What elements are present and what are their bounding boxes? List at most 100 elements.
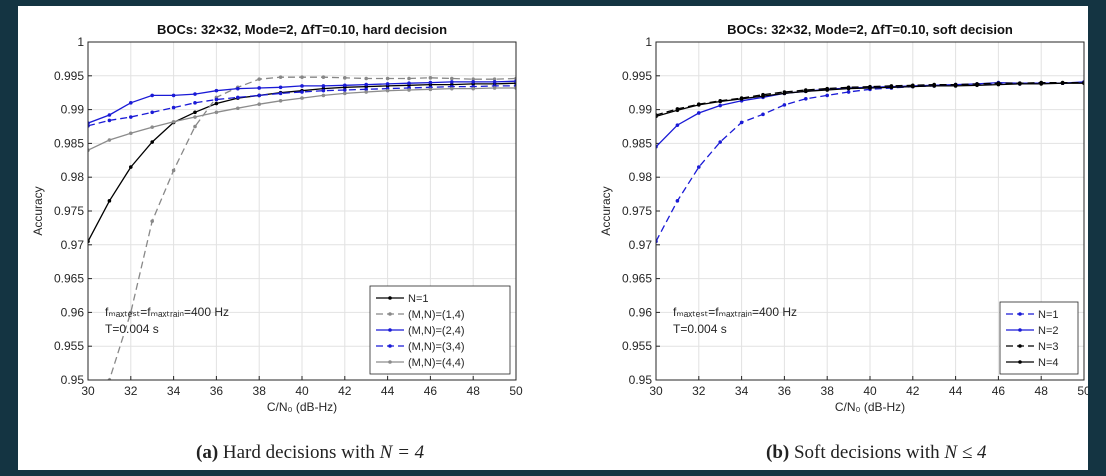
chart-a-series-point	[300, 84, 304, 88]
chart-a-series-point	[214, 88, 219, 93]
chart-a-annotation: T=0.004 s	[105, 322, 159, 336]
figure-canvas: 30 32 34 36 38 40 42 44 46 48 500.950.9550.960.965…	[31, 22, 1088, 450]
chart-b-series-point	[953, 84, 958, 88]
chart-b-series-point	[911, 84, 915, 89]
caption-a-label: (a)	[196, 442, 219, 463]
chart-a-xtick-label: 48	[467, 384, 481, 398]
chart-a-xtick-label: 46	[424, 384, 438, 398]
chart-a-series-point	[171, 168, 176, 173]
chart-b-xlabel: C/N₀ (dB-Hz)	[835, 400, 905, 414]
caption-a-text: Hard decisions with	[218, 442, 380, 463]
chart-b-legend-marker	[1018, 344, 1022, 348]
chart-a-series-point	[150, 219, 154, 223]
chart-a-ytick-label: 0.95	[61, 373, 85, 387]
chart-a-series-point	[193, 115, 197, 119]
chart-a-series-point	[107, 199, 112, 203]
chart-a-legend-marker	[388, 360, 392, 364]
chart-a-series-point	[407, 76, 411, 81]
chart-a-series-point	[150, 140, 154, 144]
caption-b: (b) Soft decisions with N ≤ 4	[766, 442, 987, 464]
chart-b-series-point	[718, 140, 722, 144]
chart-a-series-point	[385, 88, 390, 93]
chart-b-annotation: fₘₐₓₜₑₛₜ=fₘₐₓₜᵣₐᵢₙ=400 Hz	[673, 305, 797, 319]
chart-a-series-point	[364, 87, 369, 92]
chart-a-xtick-label: 36	[210, 384, 224, 398]
chart-b-series-point	[1039, 82, 1043, 86]
chart-b-xtick-label: 48	[1035, 384, 1049, 398]
caption-a: (a) Hard decisions with N = 4	[196, 442, 424, 464]
chart-a-series-point	[278, 91, 283, 96]
chart-a-series-point	[343, 83, 347, 88]
chart-a-ytick-label: 0.955	[54, 339, 84, 353]
chart-a-legend-entry: (M,N)=(3,4)	[408, 341, 465, 353]
chart-a-series-point	[321, 84, 326, 88]
chart-a-annotation: fₘₐₓₜₑₛₜ=fₘₐₓₜᵣₐᵢₙ=400 Hz	[105, 305, 229, 319]
chart-b-ytick-label: 0.985	[622, 136, 652, 150]
chart-a-series-point	[343, 88, 347, 92]
chart-b-series-point	[804, 89, 808, 94]
chart-b-series-point	[697, 111, 701, 115]
chart-a-series-point	[300, 90, 304, 94]
chart-a-xtick-label: 34	[167, 384, 181, 398]
chart-a-ytick-label: 1	[77, 35, 84, 49]
caption-b-math: N ≤ 4	[944, 442, 987, 463]
chart-a-series-point	[214, 101, 219, 106]
chart-a-series-point	[171, 119, 176, 124]
chart-b-xtick-label: 46	[992, 384, 1006, 398]
chart-a-ytick-label: 0.97	[61, 238, 85, 252]
caption-b-label: (b)	[766, 442, 790, 463]
chart-a: 30 32 34 36 38 40 42 44 46 48 50 0.95 0.955 0.96 0.965…	[31, 22, 523, 450]
chart-b-ytick-label: 0.975	[622, 204, 652, 218]
chart-b-legend: N=1 N=2 N=3 N=4	[999, 301, 1079, 375]
chart-b-series-point	[825, 88, 829, 92]
chart-b-series-point	[1060, 81, 1065, 86]
chart-a-ytick-label: 0.99	[61, 103, 85, 117]
chart-a-series-point	[193, 124, 197, 129]
chart-a-series-point	[343, 76, 347, 80]
chart-a-series-point	[450, 76, 454, 81]
chart-b-series-point	[675, 199, 680, 203]
chart-b-series-point	[804, 96, 808, 101]
chart-a-ylabel: Accuracy	[31, 186, 45, 235]
chart-b-xtick-label: 38	[821, 384, 835, 398]
chart-b-series-point	[846, 86, 851, 91]
chart-b-xtick-label: 40	[863, 384, 877, 398]
chart-a-series-point	[492, 80, 497, 84]
chart-a-ytick-label: 0.985	[54, 136, 84, 150]
chart-b-xtick-label: 36	[778, 384, 792, 398]
chart-b-series-point	[718, 103, 722, 108]
chart-a-series-point	[385, 82, 390, 86]
chart-a-ytick-label: 0.98	[61, 170, 85, 184]
chart-b-xtick-label: 30	[649, 384, 663, 398]
chart-b: 30 32 34 36 38 40 42 44 46 48 50 0.95 0.955 0.96 0.965…	[599, 22, 1088, 414]
chart-a-series-5	[88, 86, 516, 152]
chart-b-series-point	[846, 90, 851, 94]
chart-a-series-point	[129, 165, 133, 169]
chart-a-ytick-label: 0.96	[61, 305, 85, 319]
chart-a-legend: N=1 (M,N)=(1,4) (M,N)=(2,4) (M,N)=(3,4) (M,N…	[369, 285, 511, 375]
chart-a-title: BOCs: 32×32, Mode=2, ΔfT=0.10, hard deci…	[157, 22, 447, 37]
chart-a-series-point	[86, 446, 90, 450]
chart-a-xtick-label: 38	[253, 384, 267, 398]
chart-a-series-point	[257, 77, 261, 81]
chart-b-series-point	[868, 86, 872, 90]
chart-b-ytick-label: 0.95	[629, 373, 653, 387]
chart-b-ytick-label: 0.955	[622, 339, 652, 353]
chart-a-series-point	[107, 118, 112, 123]
chart-a-legend-marker	[388, 296, 392, 300]
chart-a-ytick-label: 0.975	[54, 204, 84, 218]
chart-b-series-point	[739, 120, 744, 125]
chart-a-series-2	[86, 75, 516, 450]
chart-b-series-point	[975, 83, 979, 88]
chart-a-series-point	[214, 110, 219, 115]
chart-a-series-point	[300, 96, 304, 100]
chart-b-ytick-label: 0.97	[629, 238, 653, 252]
chart-a-series-point	[129, 310, 133, 315]
chart-a-xtick-label: 44	[381, 384, 395, 398]
chart-a-series-point	[278, 85, 283, 90]
chart-b-annotation: T=0.004 s	[673, 322, 727, 336]
chart-a-series-point	[428, 87, 433, 92]
chart-a-series-point	[150, 110, 154, 115]
chart-b-series-point	[825, 93, 829, 98]
chart-a-series-point	[385, 76, 390, 81]
